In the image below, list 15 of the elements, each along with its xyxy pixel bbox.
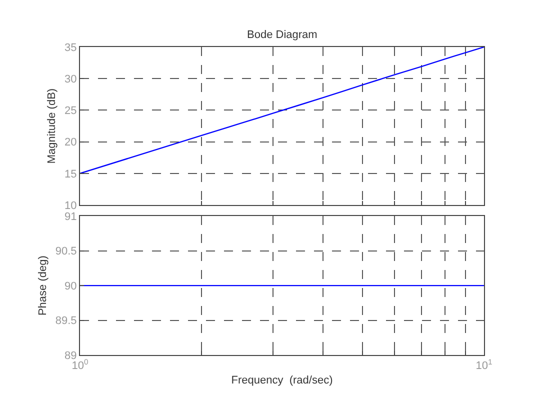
chart-title: Bode Diagram	[247, 29, 318, 41]
y-tick-label: 25	[64, 105, 77, 118]
y-tick-label: 90	[64, 280, 77, 292]
y-axis-title: Phase (deg)	[37, 256, 50, 316]
y-tick-label: 10	[64, 200, 77, 212]
x-tick-label: 10$^{1}$	[476, 358, 492, 372]
y-tick-label: 91	[64, 210, 77, 223]
x-axis-title: Frequency (rad/sec)	[231, 374, 333, 386]
y-tick-label: 35	[64, 42, 77, 54]
y-tick-label: 89.5	[55, 315, 77, 328]
y-tick-label: 30	[64, 73, 77, 86]
y-tick-label: 20	[64, 136, 77, 149]
y-tick-label: 90.5	[55, 246, 77, 258]
y-tick-label: 15	[64, 168, 77, 180]
y-axis-title: Magnitude (dB)	[46, 88, 58, 164]
